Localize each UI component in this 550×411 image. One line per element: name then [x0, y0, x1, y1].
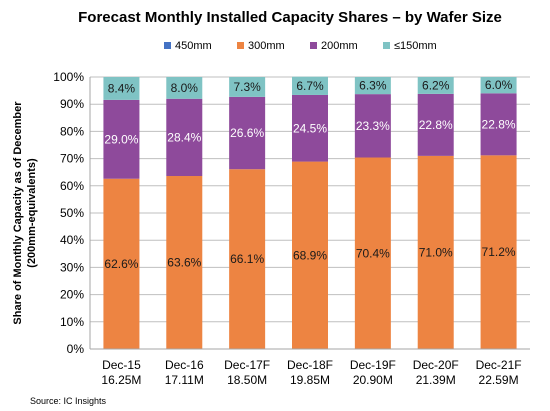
bar-segment: [166, 98, 203, 177]
bar-segment: [417, 93, 454, 156]
bar-segment: [166, 77, 203, 99]
legend-label: 300mm: [248, 40, 285, 52]
data-label: 6.0%: [485, 78, 513, 92]
data-label: 23.3%: [356, 119, 390, 133]
x-tick-sublabel: 18.50M: [227, 373, 267, 387]
data-label: 71.0%: [419, 245, 453, 259]
y-tick-label: 60%: [60, 179, 84, 193]
source-note: Source: IC Insights: [30, 396, 107, 406]
bar-segment: [292, 161, 328, 349]
x-tick-label: Dec-21F: [476, 358, 522, 372]
data-label: 6.7%: [296, 79, 324, 93]
x-tick-sublabel: 20.90M: [353, 373, 393, 387]
data-label: 6.3%: [359, 79, 387, 93]
bar-segment: [229, 96, 266, 170]
x-tick-label: Dec-17F: [224, 358, 270, 372]
bar-segment: [103, 99, 140, 179]
y-tick-label: 10%: [60, 315, 84, 329]
axes-group: 0%10%20%30%40%50%60%70%80%90%100%Dec-151…: [53, 70, 530, 387]
bar-segment: [417, 77, 454, 94]
y-tick-label: 100%: [53, 70, 84, 84]
data-label: 66.1%: [230, 252, 264, 266]
data-label: 62.6%: [104, 257, 138, 271]
x-tick-sublabel: 21.39M: [416, 373, 456, 387]
y-tick-label: 40%: [60, 233, 84, 247]
y-axis-label: Share of Monthly Capacity as of December: [12, 101, 24, 325]
y-tick-label: 30%: [60, 260, 84, 274]
x-tick-sublabel: 17.11M: [165, 373, 204, 387]
bar-segment: [103, 178, 140, 349]
legend-swatch: [237, 42, 244, 49]
y-axis-label-sub: (200mm-equivalents): [26, 158, 38, 268]
data-label: 63.6%: [167, 256, 201, 270]
x-tick-sublabel: 19.85M: [290, 373, 330, 387]
legend-swatch: [310, 42, 317, 49]
bar-segment: [354, 157, 391, 349]
x-tick-label: Dec-19F: [350, 358, 396, 372]
data-label: 8.4%: [108, 81, 136, 95]
data-label: 6.2%: [422, 78, 450, 92]
data-label: 24.5%: [293, 121, 327, 135]
chart-title: Forecast Monthly Installed Capacity Shar…: [78, 9, 502, 26]
legend-label: 450mm: [175, 40, 212, 52]
chart-legend: 450mm 300mm 200mm ≤150mm: [164, 40, 437, 52]
bar-segment: [354, 77, 391, 95]
x-tick-label: Dec-16: [165, 358, 204, 372]
x-tick-label: Dec-15: [102, 358, 141, 372]
data-label: 22.8%: [419, 118, 453, 132]
y-tick-label: 20%: [60, 288, 84, 302]
data-label: 8.0%: [171, 81, 199, 95]
bar-segment: [229, 169, 266, 349]
data-label: 22.8%: [482, 117, 516, 131]
y-tick-label: 0%: [67, 342, 85, 356]
legend-swatch: [383, 42, 390, 49]
bar-segment: [354, 94, 391, 158]
data-label: 26.6%: [230, 126, 264, 140]
bars-group: 62.6% 29.0% 8.4% 63.6% 28.4% 8.0% 66.1% 26.6% 7.…: [103, 76, 517, 349]
bar-segment: [292, 76, 328, 95]
y-tick-label: 90%: [60, 97, 84, 111]
data-label: 7.3%: [233, 80, 261, 94]
y-tick-label: 80%: [60, 124, 84, 138]
data-label: 71.2%: [482, 245, 516, 259]
x-tick-label: Dec-18F: [287, 358, 333, 372]
bar-segment: [103, 77, 140, 100]
bar-segment: [480, 93, 517, 156]
x-tick-sublabel: 16.25M: [101, 373, 141, 387]
x-tick-label: Dec-20F: [413, 358, 459, 372]
bar-segment: [417, 155, 454, 349]
y-tick-label: 70%: [60, 152, 84, 166]
legend-label: 200mm: [321, 40, 358, 52]
y-tick-label: 50%: [60, 206, 84, 220]
data-label: 28.4%: [167, 130, 201, 144]
data-label: 68.9%: [293, 248, 327, 262]
bar-segment: [480, 77, 517, 94]
legend-label: ≤150mm: [394, 40, 437, 52]
data-label: 70.4%: [356, 246, 390, 260]
bar-segment: [229, 77, 266, 97]
x-tick-sublabel: 22.59M: [479, 373, 519, 387]
bar-segment: [166, 176, 203, 349]
bar-segment: [480, 155, 517, 349]
data-label: 29.0%: [104, 132, 138, 146]
legend-swatch: [164, 42, 171, 49]
bar-segment: [292, 94, 328, 162]
